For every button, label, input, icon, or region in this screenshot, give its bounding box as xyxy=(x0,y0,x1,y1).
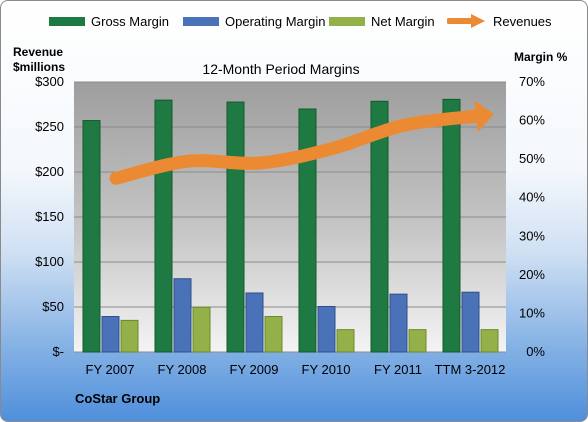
revenue-line xyxy=(109,109,483,185)
right-tick-label: 70% xyxy=(519,74,545,89)
bar-net-margin xyxy=(264,316,283,353)
category-label: FY 2011 xyxy=(374,362,422,377)
chart-title: 12-Month Period Margins xyxy=(202,61,360,77)
legend-item-net-margin: Net Margin xyxy=(329,13,435,29)
left-tick-label: $250 xyxy=(35,119,64,134)
legend-label-net-margin: Net Margin xyxy=(371,13,435,29)
bar-gross-margin xyxy=(370,100,389,353)
legend-label-operating-margin: Operating Margin xyxy=(225,13,326,29)
legend-item-gross-margin: Gross Margin xyxy=(49,13,169,29)
category-label: TTM 3-2012 xyxy=(435,362,506,377)
legend-swatch-net-margin xyxy=(329,16,365,26)
left-tick-label: $100 xyxy=(35,254,64,269)
right-axis-ticks: 0% 10% 20% 30% 40% 50% 60% 70% xyxy=(519,74,545,359)
bar-gross-margin xyxy=(82,120,101,353)
category-label: FY 2009 xyxy=(230,362,279,377)
left-tick-label: $- xyxy=(52,344,64,359)
category-label: FY 2007 xyxy=(86,362,135,377)
bar-gross-margin xyxy=(154,99,173,353)
bar-operating-margin xyxy=(317,305,336,353)
left-tick-label: $300 xyxy=(35,74,64,89)
bar-gross-margin xyxy=(298,108,317,353)
left-axis-title-line-1: Revenue xyxy=(13,45,64,59)
bar-operating-margin xyxy=(101,316,120,353)
company-name: CoStar Group xyxy=(75,391,161,406)
right-tick-label: 10% xyxy=(519,305,545,320)
legend-swatch-gross-margin xyxy=(49,16,85,26)
category-labels: FY 2007 FY 2008 FY 2009 FY 2010 FY 2011 TTM 3… xyxy=(86,362,506,377)
right-tick-label: 30% xyxy=(519,228,545,243)
bar-gross-margin xyxy=(226,101,245,353)
bar-net-margin xyxy=(120,319,139,353)
bar-operating-margin xyxy=(461,291,480,353)
legend-label-gross-margin: Gross Margin xyxy=(91,13,170,29)
category-label: FY 2010 xyxy=(302,362,351,377)
bar-net-margin xyxy=(336,329,355,353)
left-tick-label: $200 xyxy=(35,164,64,179)
bar-net-margin xyxy=(480,329,499,353)
revenue-arrowhead xyxy=(474,100,494,133)
category-label: FY 2008 xyxy=(158,362,207,377)
bar-net-margin xyxy=(192,306,211,353)
left-axis-title-line-2: $millions xyxy=(13,60,66,74)
legend-label-revenues: Revenues xyxy=(493,13,552,29)
bar-net-margin xyxy=(408,329,427,353)
legend-item-operating-margin: Operating Margin xyxy=(183,13,325,29)
bar-operating-margin xyxy=(173,278,192,353)
left-axis-ticks: $- $50 $100 $150 $200 $250 $300 xyxy=(35,74,64,359)
right-tick-label: 50% xyxy=(519,151,545,166)
bar-gross-margin xyxy=(442,98,461,353)
left-axis-title: Revenue $millions xyxy=(13,45,65,75)
legend-swatch-operating-margin xyxy=(183,16,219,26)
left-tick-label: $50 xyxy=(42,299,64,314)
right-tick-label: 0% xyxy=(526,344,545,359)
legend-arrow-icon xyxy=(447,14,485,28)
right-tick-label: 20% xyxy=(519,267,545,282)
right-axis-title: Margin % xyxy=(514,50,568,64)
left-tick-label: $150 xyxy=(35,209,64,224)
gridlines xyxy=(74,81,506,353)
legend-item-revenues: Revenues xyxy=(447,13,552,29)
revenue-series xyxy=(109,100,494,185)
bar-operating-margin xyxy=(389,293,408,353)
bar-operating-margin xyxy=(245,292,264,353)
right-tick-label: 60% xyxy=(519,113,545,128)
right-tick-label: 40% xyxy=(519,190,545,205)
